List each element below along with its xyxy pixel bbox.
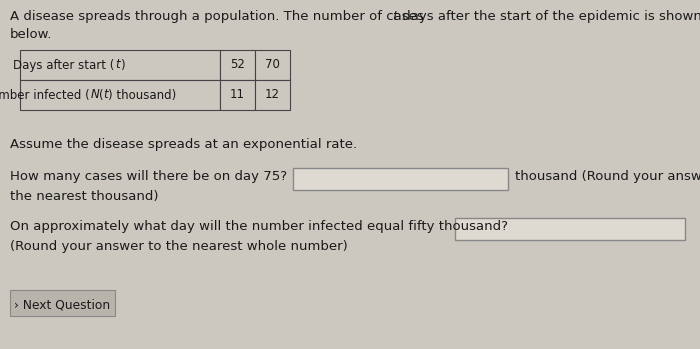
Text: On approximately what day will the number infected equal fifty thousand?: On approximately what day will the numbe…	[10, 220, 508, 233]
Text: t: t	[103, 89, 108, 102]
Text: 52: 52	[230, 59, 245, 72]
Text: days after the start of the epidemic is shown: days after the start of the epidemic is …	[398, 10, 700, 23]
Text: N: N	[91, 89, 99, 102]
Bar	[455, 218, 685, 240]
Text: › Next Question: › Next Question	[15, 298, 111, 312]
Bar	[220, 80, 255, 110]
Text: How many cases will there be on day 75?: How many cases will there be on day 75?	[10, 170, 287, 183]
Text: the nearest thousand): the nearest thousand)	[10, 190, 158, 203]
Bar	[20, 50, 220, 80]
Text: 70: 70	[265, 59, 280, 72]
Text: 11: 11	[230, 89, 245, 102]
Bar	[20, 80, 220, 110]
Text: thousand (Round your answer to: thousand (Round your answer to	[515, 170, 700, 183]
Text: (Round your answer to the nearest whole number): (Round your answer to the nearest whole …	[10, 240, 348, 253]
Text: 12: 12	[265, 89, 280, 102]
Text: t: t	[392, 10, 398, 23]
Text: Assume the disease spreads at an exponential rate.: Assume the disease spreads at an exponen…	[10, 138, 357, 151]
Bar	[220, 50, 255, 80]
Bar	[255, 80, 290, 110]
FancyBboxPatch shape	[10, 290, 115, 316]
Text: ): )	[120, 59, 125, 72]
Bar	[293, 168, 508, 190]
Text: A disease spreads through a population. The number of cases: A disease spreads through a population. …	[10, 10, 428, 23]
Text: Number infected (: Number infected (	[0, 89, 90, 102]
Text: ) thousand): ) thousand)	[108, 89, 176, 102]
Text: below.: below.	[10, 28, 52, 41]
Bar	[255, 50, 290, 80]
Text: t: t	[115, 59, 120, 72]
Text: Days after start (: Days after start (	[13, 59, 114, 72]
Text: (: (	[99, 89, 104, 102]
